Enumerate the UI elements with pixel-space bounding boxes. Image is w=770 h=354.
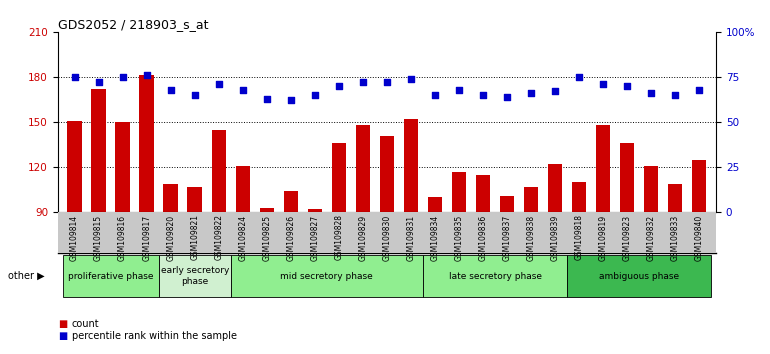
Text: GSM109839: GSM109839 [551,215,560,261]
Text: GSM109826: GSM109826 [286,215,296,261]
Bar [259,208,274,212]
Text: GSM109814: GSM109814 [70,215,79,261]
Bar [283,191,298,212]
Point [645,90,658,96]
Text: mid secretory phase: mid secretory phase [280,272,373,281]
Point [260,96,273,102]
Text: ■: ■ [58,331,67,341]
Text: GSM109822: GSM109822 [214,215,223,261]
Bar [500,196,514,212]
Bar [403,119,418,212]
Bar [428,198,442,212]
Point [92,80,105,85]
Bar [572,182,586,212]
Text: GSM109833: GSM109833 [671,215,680,261]
Text: GDS2052 / 218903_s_at: GDS2052 / 218903_s_at [58,18,208,31]
Bar [596,125,611,212]
Bar [380,136,394,212]
Point [357,80,369,85]
Text: GSM109817: GSM109817 [142,215,151,261]
Text: percentile rank within the sample: percentile rank within the sample [72,331,236,341]
Text: GSM109824: GSM109824 [238,215,247,261]
Point [573,74,585,80]
Text: GSM109818: GSM109818 [574,215,584,261]
Bar [356,125,370,212]
Text: GSM109815: GSM109815 [94,215,103,261]
Point [549,88,561,94]
Text: ambiguous phase: ambiguous phase [599,272,679,281]
Text: ■: ■ [58,319,67,329]
Bar [332,143,346,212]
Point [333,83,345,89]
Text: GSM109840: GSM109840 [695,215,704,261]
Point [621,83,634,89]
Text: GSM109834: GSM109834 [430,215,440,261]
Text: GSM109820: GSM109820 [166,215,176,261]
Text: GSM109821: GSM109821 [190,215,199,261]
Bar [62,256,159,297]
Point [429,92,441,98]
Point [501,94,514,100]
Point [525,90,537,96]
Text: GSM109838: GSM109838 [527,215,536,261]
Bar [644,166,658,212]
Point [165,87,177,92]
Text: GSM109827: GSM109827 [310,215,320,261]
Bar [668,184,682,212]
Point [597,81,609,87]
Point [140,72,152,78]
Text: GSM109837: GSM109837 [503,215,511,261]
Text: GSM109829: GSM109829 [358,215,367,261]
Point [116,74,129,80]
Point [477,92,489,98]
Bar [452,172,466,212]
Text: proliferative phase: proliferative phase [68,272,153,281]
Point [309,92,321,98]
Point [213,81,225,87]
Text: GSM109830: GSM109830 [383,215,391,261]
Bar [620,143,634,212]
Text: early secretory
phase: early secretory phase [160,267,229,286]
Text: GSM109828: GSM109828 [334,215,343,261]
Point [405,76,417,82]
Bar [231,256,423,297]
Bar [212,130,226,212]
Text: GSM109819: GSM109819 [598,215,608,261]
Bar [67,121,82,212]
Bar [236,166,250,212]
Bar [548,164,562,212]
Text: GSM109825: GSM109825 [263,215,271,261]
Bar [423,256,567,297]
Point [285,98,297,103]
Bar [92,89,105,212]
Text: GSM109832: GSM109832 [647,215,656,261]
Bar [139,75,154,212]
Text: GSM109836: GSM109836 [478,215,487,261]
Point [693,87,705,92]
Bar [159,256,231,297]
Bar [567,256,711,297]
Text: GSM109823: GSM109823 [623,215,631,261]
Text: count: count [72,319,99,329]
Text: GSM109816: GSM109816 [118,215,127,261]
Bar [163,184,178,212]
Text: GSM109835: GSM109835 [454,215,464,261]
Point [69,74,81,80]
Bar [524,187,538,212]
Point [189,92,201,98]
Point [669,92,681,98]
Point [236,87,249,92]
Bar [308,210,322,212]
Bar [476,175,490,212]
Text: other ▶: other ▶ [8,271,45,281]
Bar [188,187,202,212]
Bar [116,122,130,212]
Bar [692,160,707,212]
Text: GSM109831: GSM109831 [407,215,416,261]
Text: late secretory phase: late secretory phase [449,272,541,281]
Point [380,80,393,85]
Point [453,87,465,92]
